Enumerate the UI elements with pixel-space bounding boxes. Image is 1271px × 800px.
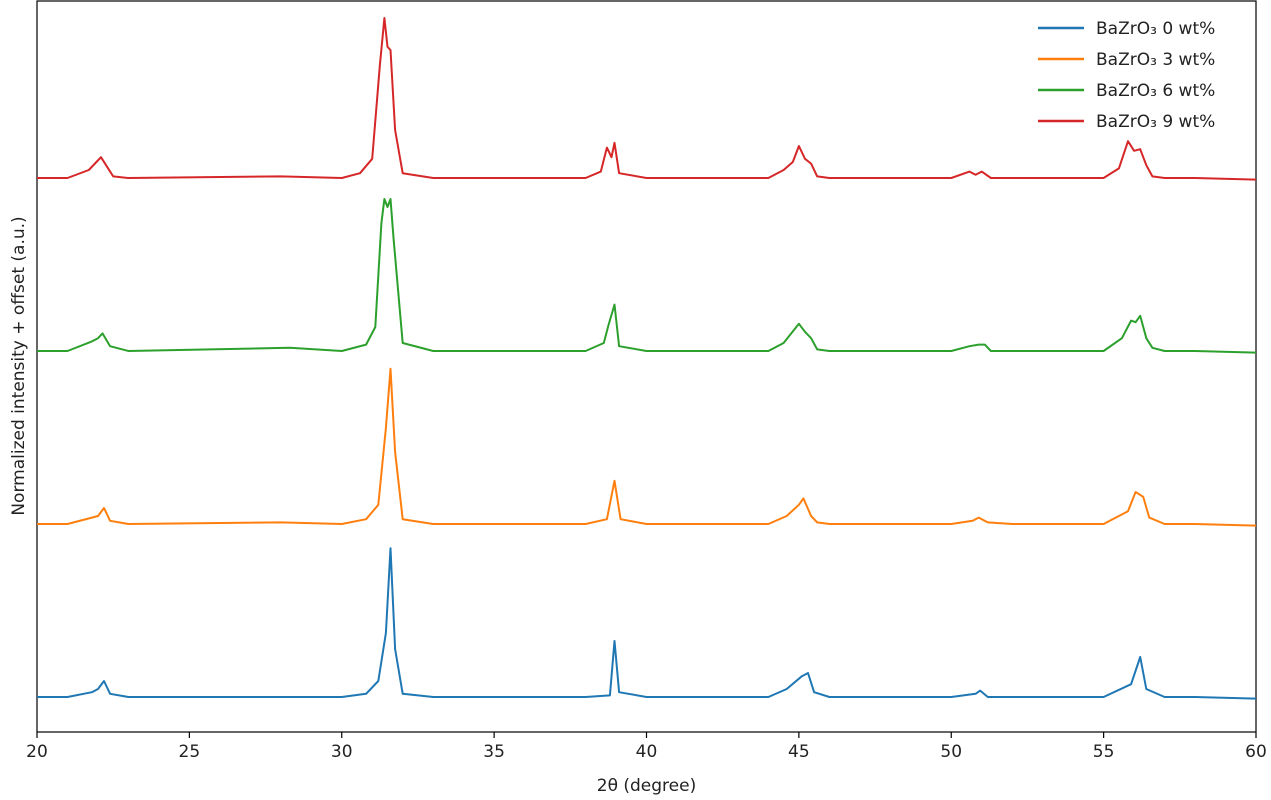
x-tick-label-5: 45 [788, 742, 810, 762]
legend-label-1: BaZrO₃ 3 wt% [1096, 50, 1215, 70]
x-tick-label-3: 35 [483, 742, 505, 762]
x-tick-label-6: 50 [940, 742, 962, 762]
legend: BaZrO₃ 0 wt% BaZrO₃ 3 wt% BaZrO₃ 6 wt% BaZr… [1038, 19, 1215, 132]
series-line-2 [37, 198, 1257, 354]
x-tick-label-0: 20 [26, 742, 48, 762]
legend-label-3: BaZrO₃ 9 wt% [1096, 112, 1215, 132]
x-tick-label-4: 40 [636, 742, 658, 762]
series-layer [37, 17, 1257, 700]
series-line-0 [37, 547, 1257, 700]
series-line-1 [37, 367, 1257, 527]
x-tick-label-8: 60 [1245, 742, 1267, 762]
plot-frame [36, 0, 1257, 733]
x-tick-label-7: 55 [1093, 742, 1115, 762]
y-axis-title: Normalized intensity + offset (a.u.) [9, 216, 29, 515]
x-axis-title: 2θ (degree) [597, 776, 696, 796]
legend-label-0: BaZrO₃ 0 wt% [1096, 19, 1215, 39]
x-tick-label-1: 25 [179, 742, 201, 762]
plot-border [36, 0, 1257, 733]
x-tick-label-2: 30 [331, 742, 353, 762]
x-axis: 20 25 30 35 40 45 50 55 60 [26, 732, 1267, 762]
series-line-3 [37, 17, 1257, 181]
legend-label-2: BaZrO₃ 6 wt% [1096, 81, 1215, 101]
